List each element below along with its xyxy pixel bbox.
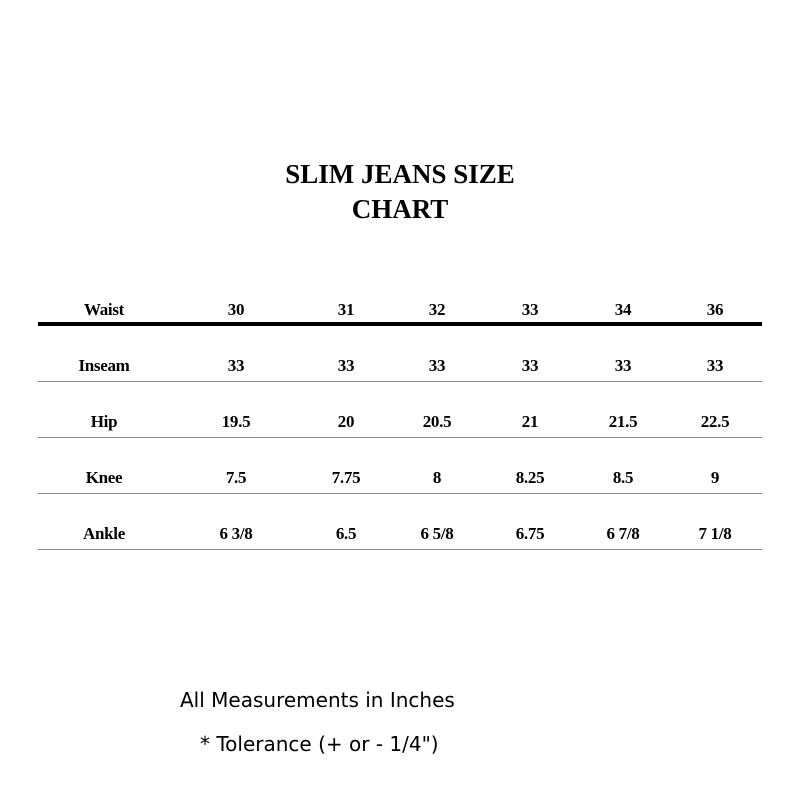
row-divider [38,380,762,382]
chart-title-line1: SLIM JEANS SIZE [285,159,515,189]
table-header-row: Waist 30 31 32 33 34 36 [38,270,762,326]
table-cell: 34 [614,300,632,319]
table-cell: 31 [337,300,355,319]
table-cell: 32 [428,300,446,319]
table-cell: 6.75 [515,524,545,543]
row-divider [38,436,762,438]
table-cell: 33 [521,300,539,319]
table-cell: 9 [710,468,720,487]
table-cell: 6.5 [335,524,357,543]
row-label: Ankle [83,524,125,543]
table-cell: 6 3/8 [219,524,253,543]
row-label: Knee [85,468,123,487]
row-label: Inseam [78,356,130,375]
row-divider [38,322,762,326]
table-cell: 30 [227,300,245,319]
table-cell: 33 [706,356,724,375]
table-cell: 21.5 [608,412,638,431]
table-row: Inseam 33 33 33 33 33 33 [38,326,762,382]
row-divider [38,492,762,494]
table-cell: 8.5 [612,468,634,487]
row-label: Hip [90,412,118,431]
table-row: Hip 19.5 20 20.5 21 21.5 22.5 [38,382,762,438]
table-cell: 33 [227,356,245,375]
table-cell: 8.25 [515,468,545,487]
row-divider [38,548,762,550]
table-cell: 8 [432,468,442,487]
table-cell: 33 [614,356,632,375]
table-cell: 33 [337,356,355,375]
table-cell: 6 7/8 [606,524,640,543]
table-cell: 22.5 [700,412,730,431]
table-cell: 21 [521,412,539,431]
table-cell: 33 [521,356,539,375]
table-cell: 19.5 [221,412,251,431]
table-cell: 20 [337,412,355,431]
table-cell: 7.75 [331,468,361,487]
units-note: All Measurements in Inches [180,688,455,712]
chart-title-line2: CHART [351,194,449,224]
tolerance-note: * Tolerance (+ or - 1/4") [200,732,439,756]
table-row: Ankle 6 3/8 6.5 6 5/8 6.75 6 7/8 7 1/8 [38,494,762,550]
row-label: Waist [83,300,125,319]
table-cell: 33 [428,356,446,375]
table-row: Knee 7.5 7.75 8 8.25 8.5 9 [38,438,762,494]
table-cell: 6 5/8 [420,524,454,543]
table-cell: 7.5 [225,468,247,487]
table-cell: 7 1/8 [698,524,732,543]
table-cell: 36 [706,300,724,319]
table-cell: 20.5 [422,412,452,431]
